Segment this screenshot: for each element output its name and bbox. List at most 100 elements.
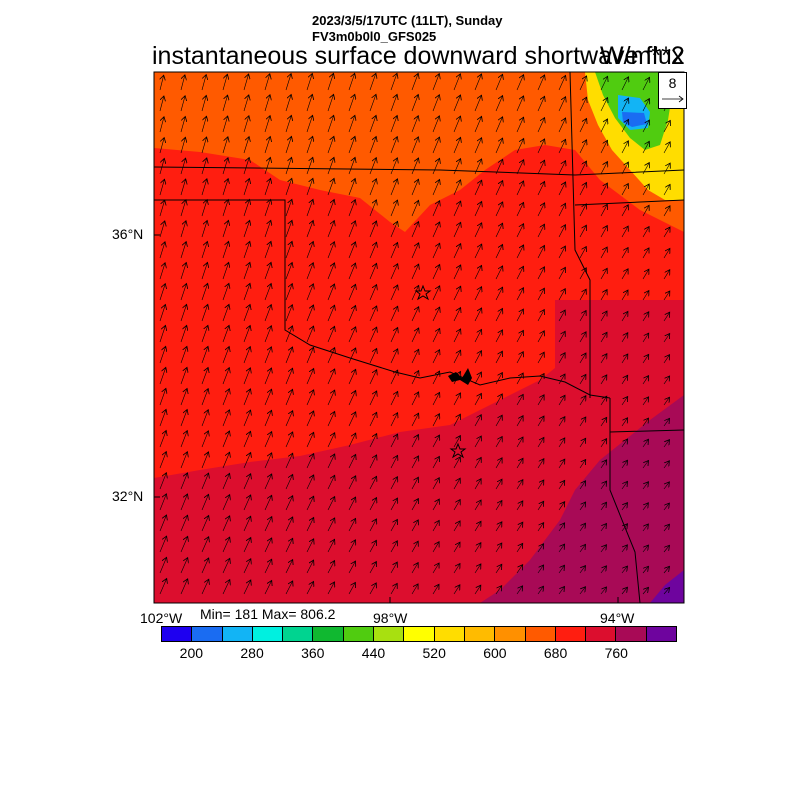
- wind-vector: [432, 116, 439, 133]
- wind-vector: [159, 158, 164, 175]
- wind-vector: [516, 373, 523, 385]
- wind-vector: [537, 437, 544, 448]
- wind-vector: [243, 305, 250, 322]
- region-corner-purple: [650, 570, 684, 603]
- wind-vector: [579, 204, 586, 217]
- wind-vector: [327, 178, 334, 196]
- wind-vector: [642, 333, 649, 343]
- wind-vector: [411, 307, 419, 322]
- wind-vector: [663, 524, 670, 532]
- wind-vector: [495, 245, 503, 259]
- wind-vector: [201, 579, 209, 595]
- wind-vector: [327, 348, 335, 364]
- wind-vector: [642, 397, 649, 406]
- wind-vector: [369, 221, 377, 238]
- wind-vector: [663, 376, 670, 385]
- wind-vector: [180, 284, 187, 301]
- wind-vector: [390, 94, 397, 112]
- wind-vector: [159, 325, 166, 343]
- color-bar-swatch: [464, 627, 496, 641]
- wind-vector: [285, 347, 293, 364]
- wind-vector: [558, 480, 565, 490]
- wind-vector: [516, 139, 524, 154]
- wind-vector: [453, 137, 461, 154]
- wind-vector: [327, 242, 334, 259]
- wind-vector: [495, 138, 503, 154]
- wind-vector: [516, 96, 524, 112]
- wind-vector: [264, 262, 271, 280]
- wind-vector: [663, 355, 670, 364]
- wind-vector: [516, 501, 523, 511]
- wind-vector: [327, 454, 335, 469]
- wind-vector: [390, 434, 398, 448]
- wind-vector: [222, 537, 230, 553]
- wind-vector: [390, 413, 398, 427]
- wind-vector: [201, 262, 208, 280]
- wind-vector: [306, 221, 313, 238]
- wind-vector: [621, 184, 628, 196]
- wind-vector: [558, 565, 565, 574]
- wind-vector: [453, 436, 460, 448]
- wind-vector: [180, 75, 185, 91]
- wind-vector: [201, 410, 208, 427]
- wind-vector: [327, 497, 335, 511]
- wind-vector: [621, 354, 628, 364]
- wind-vector: [621, 98, 629, 112]
- wind-vector: [390, 73, 397, 91]
- wind-vector: [390, 349, 398, 364]
- wind-vector: [474, 95, 482, 112]
- wind-vector: [390, 583, 397, 595]
- wind-vector: [180, 242, 186, 259]
- wind-vector: [348, 94, 355, 112]
- color-bar-swatch: [555, 627, 587, 641]
- wind-vector: [537, 267, 545, 280]
- wind-vector: [180, 431, 187, 448]
- wind-vector: [453, 159, 461, 175]
- wind-vector: [516, 394, 523, 406]
- wind-vector: [201, 452, 209, 469]
- wind-vector: [411, 349, 419, 364]
- wind-vector: [600, 524, 607, 532]
- wind-vector: [537, 544, 544, 553]
- wind-vector: [411, 137, 418, 154]
- color-bar-swatch: [404, 627, 435, 641]
- wind-vector: [579, 460, 586, 469]
- wind-vector: [621, 333, 628, 343]
- color-bar-label: 440: [361, 645, 386, 661]
- wind-vector: [432, 74, 439, 91]
- wind-vector: [369, 285, 377, 301]
- wind-vector: [264, 74, 270, 91]
- wind-vector: [285, 284, 292, 301]
- wind-vector: [663, 142, 670, 154]
- wind-vector: [222, 368, 229, 385]
- wind-vector: [327, 73, 334, 91]
- color-bar-swatch: [586, 627, 617, 641]
- wind-vector: [600, 354, 607, 364]
- wind-vector: [663, 545, 670, 553]
- wind-vector: [642, 587, 649, 595]
- wind-vector: [600, 502, 607, 511]
- wind-vector: [327, 94, 334, 112]
- wind-vector: [390, 328, 398, 343]
- wind-vector: [306, 178, 313, 196]
- wind-vector: [306, 454, 314, 469]
- wind-vector: [537, 75, 545, 91]
- lon-label-98w: 98°W: [373, 610, 408, 626]
- wind-vector: [348, 263, 356, 280]
- wind-vector: [306, 560, 314, 574]
- wind-vector: [537, 331, 544, 343]
- wind-vector: [558, 246, 565, 259]
- wind-vector: [474, 585, 481, 595]
- wind-vector: [306, 432, 314, 448]
- wind-vector: [390, 243, 398, 259]
- wind-vector: [243, 95, 249, 112]
- wind-vector: [264, 495, 272, 511]
- wind-vector: [558, 502, 565, 511]
- wind-vector: [306, 390, 314, 406]
- wind-vector: [579, 225, 586, 238]
- region-south-crimson: [154, 300, 684, 603]
- wind-vector: [474, 479, 481, 490]
- wind-vector: [201, 200, 207, 217]
- wind-vector: [285, 136, 292, 154]
- wind-vector: [600, 439, 607, 448]
